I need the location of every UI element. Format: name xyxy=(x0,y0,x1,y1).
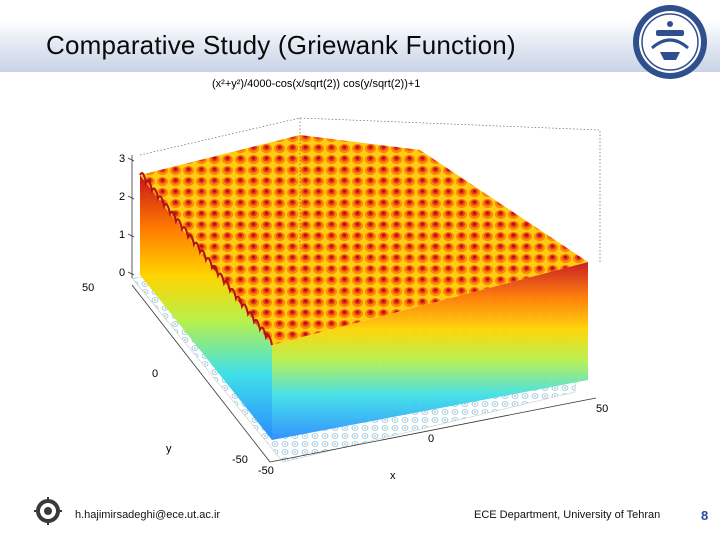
footer-email: h.hajimirsadeghi@ece.ut.ac.ir xyxy=(75,509,221,521)
z-tick-label: 3 xyxy=(119,153,125,165)
surface-front-left xyxy=(140,175,272,440)
surface-edge-peaks xyxy=(139,172,273,346)
z-tick-label: 1 xyxy=(119,229,125,241)
x-tick-label: 50 xyxy=(596,403,608,415)
z-tick-label: 0 xyxy=(119,267,125,279)
x-tick-label: -50 xyxy=(258,465,274,477)
z-tick-mark xyxy=(127,195,135,200)
slide-title: Comparative Study (Griewank Function) xyxy=(46,30,516,60)
x-axis-line xyxy=(269,397,597,463)
x-tick-label: 0 xyxy=(428,433,434,445)
surface-top xyxy=(140,135,588,345)
page-number: 8 xyxy=(701,508,709,523)
department-emblem-icon xyxy=(34,497,62,525)
x-axis-label: x xyxy=(390,470,396,482)
z-tick-label: 2 xyxy=(119,191,125,203)
z-tick-mark xyxy=(127,233,135,238)
z-tick-mark xyxy=(127,157,135,162)
y-tick-label: -50 xyxy=(232,454,248,466)
z-tick-mark xyxy=(127,271,135,276)
university-seal-icon xyxy=(633,5,707,79)
chart-title: (x²+y²)/4000-cos(x/sqrt(2)) cos(y/sqrt(2… xyxy=(212,78,421,90)
y-tick-label: 0 xyxy=(152,368,158,380)
y-tick-label: 50 xyxy=(82,282,94,294)
y-axis-line xyxy=(131,284,271,463)
title-bar xyxy=(0,20,720,72)
surface-plot-canvas: 0 1 2 3 -50 0 50 y -50 0 50 x xyxy=(82,117,608,482)
surface-plot: 0 1 2 3 -50 0 50 y -50 0 50 x xyxy=(82,117,608,482)
surface-front-right xyxy=(272,262,588,440)
footer-department: ECE Department, University of Tehran xyxy=(474,509,661,521)
y-axis-label: y xyxy=(166,443,172,455)
